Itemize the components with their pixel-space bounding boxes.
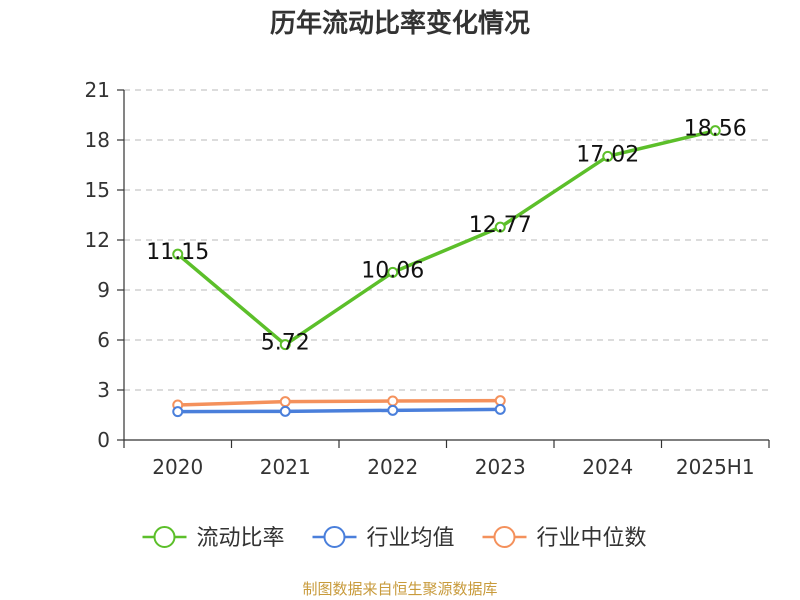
y-tick-label: 9 (97, 278, 110, 302)
data-label: 11.15 (146, 240, 209, 265)
y-tick-label: 21 (85, 78, 110, 102)
x-tick-label: 2023 (475, 455, 526, 479)
y-tick-label: 0 (97, 428, 110, 452)
legend: 流动比率 行业均值 行业中位数 (142, 526, 647, 551)
series-point (279, 405, 291, 417)
grid-layer (124, 89, 769, 391)
data-label: 12.77 (469, 213, 532, 238)
data-label: 10.06 (361, 258, 424, 283)
data-label: 17.02 (576, 142, 639, 167)
series-point (172, 248, 184, 260)
series-point (387, 404, 399, 416)
x-tick-label: 2022 (367, 455, 418, 479)
y-tick-label: 3 (97, 378, 110, 402)
series-line (176, 407, 502, 414)
series-point (172, 406, 184, 418)
series-point (279, 339, 291, 351)
series-layer (172, 125, 721, 418)
legend-marker (493, 526, 516, 548)
data-label: 5.72 (261, 331, 310, 356)
chart-title: 历年流动比率变化情况 (269, 9, 530, 39)
series-point (387, 266, 399, 278)
legend-marker (153, 526, 176, 548)
legend-label: 行业中位数 (537, 526, 647, 551)
series-point (602, 150, 614, 162)
legend-item[interactable]: 流动比率 (142, 526, 285, 551)
legend-item[interactable]: 行业中位数 (482, 526, 647, 551)
series-point (279, 396, 291, 408)
series-point (709, 125, 721, 137)
series-point (387, 395, 399, 407)
series-point (494, 395, 506, 407)
source-note: 制图数据来自恒生聚源数据库 (302, 580, 498, 598)
y-tick-label: 12 (85, 228, 110, 252)
x-tick-label: 2020 (152, 455, 203, 479)
data-label-layer: 11.15 5.72 10.06 12.77 17.02 18.56 (146, 117, 746, 356)
legend-item[interactable]: 行业均值 (312, 526, 455, 551)
series-point (494, 221, 506, 233)
y-tick-label: 15 (85, 178, 110, 202)
x-tick-label: 2021 (260, 455, 311, 479)
x-tick-label: 2024 (582, 455, 633, 479)
axis-layer: 0 3 6 9 12 15 18 21 2020 2021 2022 2023 2024 2025H1 (85, 78, 770, 479)
series-line (176, 398, 502, 407)
data-label: 18.56 (684, 117, 747, 142)
series-line (176, 128, 717, 347)
y-tick-label: 18 (85, 128, 110, 152)
legend-label: 行业均值 (367, 526, 455, 551)
legend-label: 流动比率 (197, 526, 285, 551)
y-tick-label: 6 (97, 328, 110, 352)
x-tick-label: 2025H1 (676, 455, 755, 479)
legend-marker (323, 526, 346, 548)
series-point (494, 403, 506, 415)
